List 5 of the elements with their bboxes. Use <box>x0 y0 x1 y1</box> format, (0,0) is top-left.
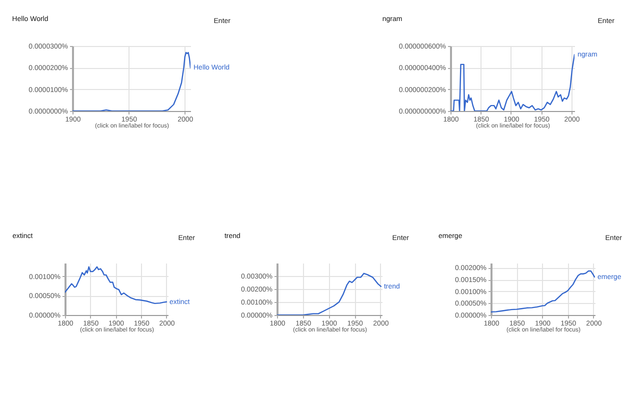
line-series <box>491 270 595 313</box>
line-series <box>72 52 190 111</box>
line-series <box>450 54 574 111</box>
line-series <box>277 272 382 315</box>
line-series <box>65 266 168 304</box>
